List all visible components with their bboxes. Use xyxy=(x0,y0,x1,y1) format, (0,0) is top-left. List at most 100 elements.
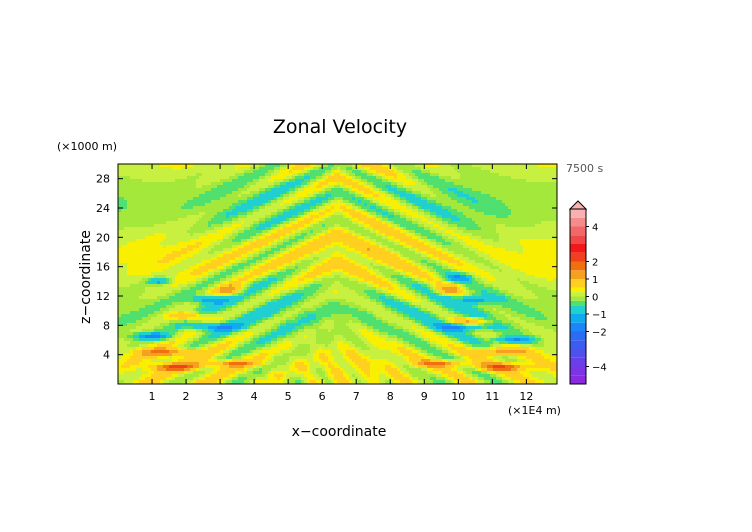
heatmap-cell xyxy=(445,227,448,230)
heatmap-cell xyxy=(250,194,253,197)
heatmap-cell xyxy=(535,209,538,212)
heatmap-cell xyxy=(400,236,403,239)
heatmap-cell xyxy=(283,215,286,218)
heatmap-cell xyxy=(286,251,289,254)
heatmap-cell xyxy=(490,170,493,173)
heatmap-cell xyxy=(253,221,256,224)
heatmap-cell xyxy=(262,224,265,227)
heatmap-cell xyxy=(298,236,301,239)
heatmap-cell xyxy=(448,206,451,209)
heatmap-cell xyxy=(295,227,298,230)
heatmap-cell xyxy=(418,260,421,263)
heatmap-cell xyxy=(250,221,253,224)
heatmap-cell xyxy=(286,239,289,242)
heatmap-cell xyxy=(379,239,382,242)
heatmap-cell xyxy=(517,182,520,185)
heatmap-cell xyxy=(202,215,205,218)
heatmap-cell xyxy=(310,239,313,242)
heatmap-cell xyxy=(133,254,136,257)
heatmap-cell xyxy=(526,212,529,215)
heatmap-cell xyxy=(553,254,556,257)
heatmap-cell xyxy=(346,260,349,263)
heatmap-cell xyxy=(277,260,280,263)
heatmap-cell xyxy=(163,257,166,260)
heatmap-cell xyxy=(313,200,316,203)
heatmap-cell xyxy=(433,248,436,251)
heatmap-cell xyxy=(406,212,409,215)
heatmap-cell xyxy=(403,194,406,197)
heatmap-cell xyxy=(169,173,172,176)
heatmap-cell xyxy=(250,233,253,236)
heatmap-cell xyxy=(373,254,376,257)
heatmap-cell xyxy=(418,242,421,245)
heatmap-cell xyxy=(301,260,304,263)
heatmap-cell xyxy=(142,218,145,221)
heatmap-cell xyxy=(343,197,346,200)
heatmap-cell xyxy=(184,230,187,233)
heatmap-cell xyxy=(289,191,292,194)
heatmap-cell xyxy=(523,230,526,233)
heatmap-cell xyxy=(370,248,373,251)
heatmap-cell xyxy=(262,209,265,212)
heatmap-cell xyxy=(460,209,463,212)
heatmap-cell xyxy=(163,254,166,257)
heatmap-cell xyxy=(547,239,550,242)
heatmap-cell xyxy=(424,248,427,251)
heatmap-cell xyxy=(202,233,205,236)
heatmap-cell xyxy=(322,188,325,191)
heatmap-cell xyxy=(496,185,499,188)
heatmap-cell xyxy=(190,251,193,254)
heatmap-cell xyxy=(349,233,352,236)
heatmap-cell xyxy=(319,230,322,233)
heatmap-cell xyxy=(397,167,400,170)
heatmap-cell xyxy=(403,215,406,218)
heatmap-cell xyxy=(454,191,457,194)
heatmap-cell xyxy=(442,203,445,206)
heatmap-cell xyxy=(325,206,328,209)
heatmap-cell xyxy=(211,194,214,197)
heatmap-cell xyxy=(454,215,457,218)
heatmap-cell xyxy=(226,230,229,233)
heatmap-cell xyxy=(469,224,472,227)
heatmap-cell xyxy=(304,224,307,227)
heatmap-cell xyxy=(190,176,193,179)
heatmap-cell xyxy=(451,170,454,173)
heatmap-cell xyxy=(271,254,274,257)
heatmap-cell xyxy=(415,170,418,173)
heatmap-cell xyxy=(415,203,418,206)
heatmap-cell xyxy=(130,254,133,257)
heatmap-cell xyxy=(394,236,397,239)
heatmap-cell xyxy=(409,215,412,218)
heatmap-cell xyxy=(547,176,550,179)
heatmap-cell xyxy=(298,179,301,182)
heatmap-cell xyxy=(178,263,181,266)
heatmap-cell xyxy=(505,167,508,170)
heatmap-cell xyxy=(541,179,544,182)
heatmap-cell xyxy=(526,242,529,245)
heatmap-cell xyxy=(370,230,373,233)
heatmap-cell xyxy=(391,197,394,200)
heatmap-cell xyxy=(271,218,274,221)
heatmap-cell xyxy=(457,203,460,206)
heatmap-cell xyxy=(265,260,268,263)
heatmap-cell xyxy=(496,170,499,173)
heatmap-cell xyxy=(145,233,148,236)
heatmap-cell xyxy=(424,185,427,188)
heatmap-cell xyxy=(313,254,316,257)
heatmap-cell xyxy=(145,251,148,254)
heatmap-cell xyxy=(166,260,169,263)
heatmap-cell xyxy=(391,233,394,236)
heatmap-cell xyxy=(367,164,370,167)
heatmap-cell xyxy=(205,248,208,251)
heatmap-cell xyxy=(469,239,472,242)
heatmap-cell xyxy=(136,188,139,191)
heatmap-cell xyxy=(481,260,484,263)
heatmap-cell xyxy=(400,230,403,233)
heatmap-cell xyxy=(148,164,151,167)
heatmap-cell xyxy=(256,182,259,185)
heatmap-cell xyxy=(283,254,286,257)
heatmap-cell xyxy=(484,185,487,188)
heatmap-cell xyxy=(526,170,529,173)
heatmap-cell xyxy=(184,233,187,236)
heatmap-cell xyxy=(139,197,142,200)
